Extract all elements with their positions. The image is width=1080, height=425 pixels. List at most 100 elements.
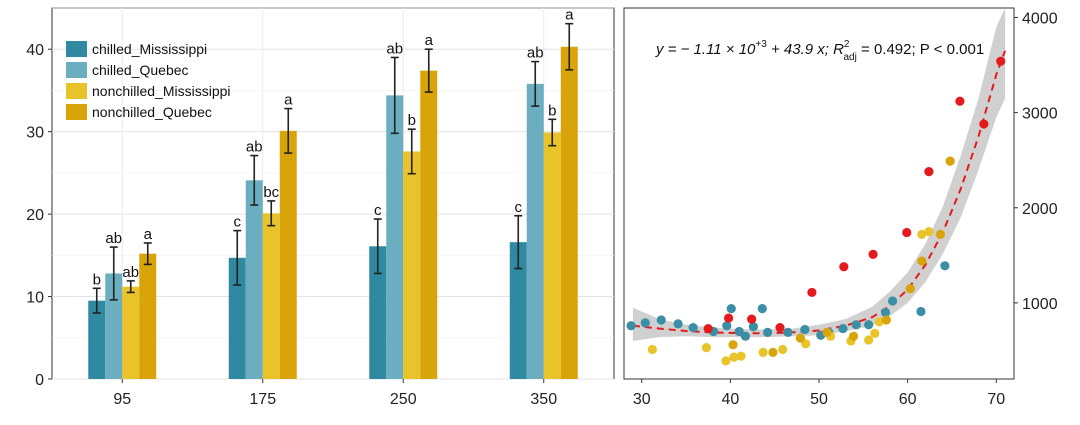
legend-swatch-nonchilled-mississippi [66,83,87,99]
point-nonchilled-mississippi [758,347,768,357]
x-tick-label-175: 175 [249,391,276,408]
bar-chilled-mississippi-350 [509,242,527,379]
legend-label-chilled-mississippi: chilled_Mississippi [92,41,207,57]
legend-swatch-chilled-mississippi [66,41,87,57]
point-chilled-quebec [747,314,757,324]
bar-nonchilled-quebec-175 [279,130,297,379]
y-tick-label: 0 [35,372,44,389]
point-nonchilled-mississippi [874,317,884,327]
point-nonchilled-mississippi [647,344,657,355]
bar-nonchilled-quebec-350 [560,46,578,379]
eq-lhs: y = − 1.11 × 10 [655,41,756,58]
bar-nonchilled-mississippi-175 [262,213,280,379]
bar-chilled-quebec-95 [105,273,123,379]
significance-letter-chilled-quebec-350: ab [527,45,544,62]
point-chilled-quebec [955,96,965,106]
significance-letter-chilled-mississippi-175: c [234,214,242,231]
point-chilled-mississippi [722,321,732,331]
point-chilled-mississippi [880,307,891,318]
bar-x-axis: 95 175 250 350 [113,379,557,408]
point-nonchilled-mississippi [924,226,934,237]
point-chilled-quebec [924,167,934,177]
legend-label-chilled-quebec: chilled_Quebec [92,62,189,78]
point-chilled-quebec [868,249,878,259]
scatter-chart-panel: 30 40 50 60 70 1000 2000 3000 4000 y = − 1.11 ×… [623,7,1058,408]
point-chilled-mississippi [640,318,650,328]
point-nonchilled-mississippi [736,351,746,361]
point-chilled-quebec [775,323,785,333]
point-nonchilled-mississippi [701,343,712,353]
point-chilled-mississippi [916,306,926,317]
bar-y-axis: 0 10 20 30 40 [26,42,52,389]
point-nonchilled-quebec [881,315,891,325]
scatter-points [626,56,1006,366]
point-chilled-mississippi [673,319,683,329]
point-nonchilled-mississippi [917,229,927,240]
point-chilled-mississippi [726,304,736,314]
bar-nonchilled-mississippi-95 [122,286,140,379]
x-tick-label: 40 [721,391,739,408]
bar-nonchilled-mississippi-250 [403,151,421,379]
point-nonchilled-mississippi [729,352,739,362]
bar-chilled-quebec-175 [245,180,263,379]
point-chilled-quebec [807,287,817,298]
point-chilled-mississippi [757,304,767,314]
point-nonchilled-mississippi [721,356,731,366]
point-chilled-mississippi [734,326,744,337]
y-tick-label: 20 [26,207,44,224]
y-tick-label: 2000 [1022,201,1058,218]
fit-equation: y = − 1.11 × 10+3 + 43.9 x; R2 adj = 0.49… [655,39,984,63]
legend-swatch-nonchilled-quebec [66,104,87,120]
x-tick-label-350: 350 [530,391,557,408]
point-chilled-quebec [839,262,849,272]
point-nonchilled-quebec [795,333,805,343]
point-chilled-mississippi [783,327,793,337]
significance-letter-nonchilled-quebec-350: a [565,7,574,24]
bar-chilled-mississippi-250 [369,246,387,379]
significance-letter-chilled-mississippi-95: b [93,271,101,288]
y-tick-label: 10 [26,290,44,307]
point-chilled-quebec [979,119,989,129]
point-chilled-mississippi [864,320,874,330]
y-tick-label: 30 [26,125,44,142]
bar-chilled-mississippi-175 [228,257,246,379]
bar-chilled-quebec-250 [386,95,404,379]
eq-r2-value: = 0.492; P < 0.001 [857,41,984,58]
scatter-y-axis: 1000 2000 3000 4000 [1014,11,1058,313]
point-nonchilled-mississippi [870,328,880,338]
point-nonchilled-quebec [848,331,859,341]
significance-letter-nonchilled-mississippi-175: bc [263,184,279,201]
x-tick-label: 70 [987,391,1005,408]
significance-letter-nonchilled-quebec-95: a [144,226,153,243]
significance-letter-nonchilled-mississippi-250: b [408,112,416,129]
point-chilled-mississippi [800,324,810,335]
significance-letter-chilled-mississippi-250: c [374,202,382,219]
eq-r2-sub: adj [843,52,856,63]
x-tick-label: 60 [899,391,917,408]
bar-legend: chilled_Mississippi chilled_Quebec nonch… [66,41,231,120]
point-chilled-quebec [996,56,1006,66]
point-chilled-mississippi [748,322,759,332]
y-tick-label: 4000 [1022,11,1058,28]
point-chilled-mississippi [940,261,950,271]
point-nonchilled-quebec [917,256,927,266]
significance-letter-nonchilled-quebec-250: a [425,32,434,49]
point-nonchilled-quebec [728,340,738,350]
bar-nonchilled-mississippi-350 [543,132,561,379]
point-nonchilled-quebec [945,156,955,166]
point-chilled-mississippi [851,320,861,330]
significance-letter-nonchilled-quebec-175: a [284,92,293,109]
point-chilled-mississippi [656,315,666,325]
point-chilled-quebec [703,323,713,334]
x-tick-label-95: 95 [113,391,131,408]
y-tick-label: 40 [26,42,44,59]
legend-swatch-chilled-quebec [66,62,87,78]
significance-letter-chilled-quebec-95: ab [105,230,122,247]
point-nonchilled-mississippi [864,335,874,345]
point-nonchilled-quebec [905,284,915,294]
bar-chilled-mississippi-95 [88,300,106,379]
x-tick-label: 50 [810,391,828,408]
point-chilled-mississippi [887,296,898,306]
